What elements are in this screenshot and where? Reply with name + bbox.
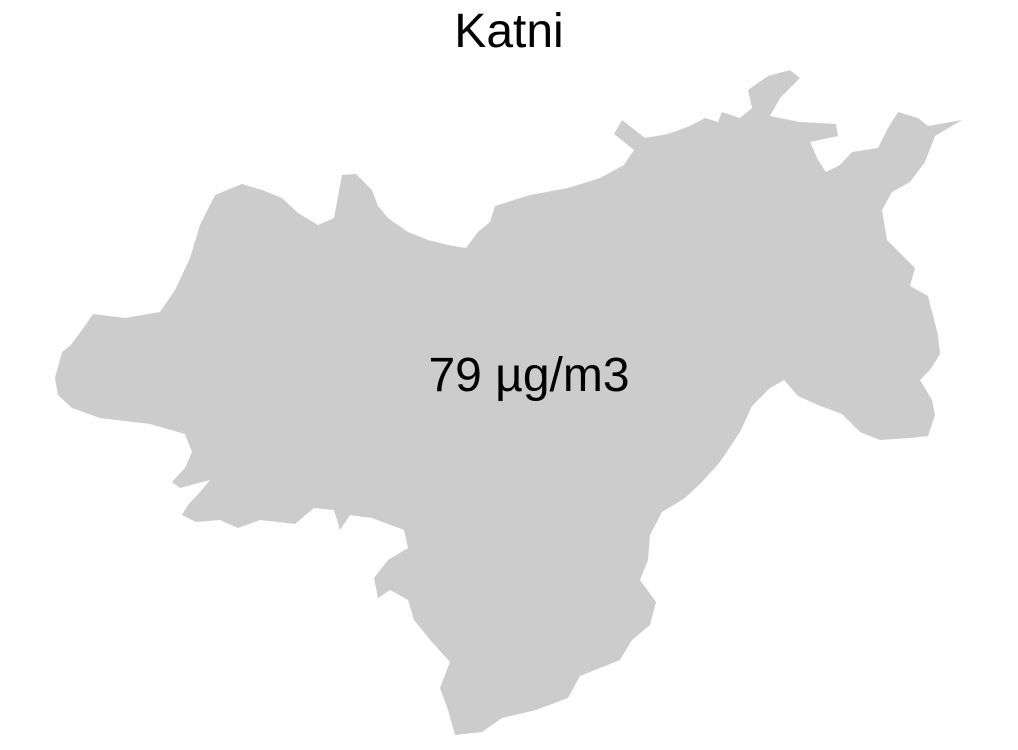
map-title: Katni [454, 5, 564, 58]
pollution-value-label: 79 µg/m3 [428, 349, 630, 402]
district-shape-katni [55, 70, 962, 735]
